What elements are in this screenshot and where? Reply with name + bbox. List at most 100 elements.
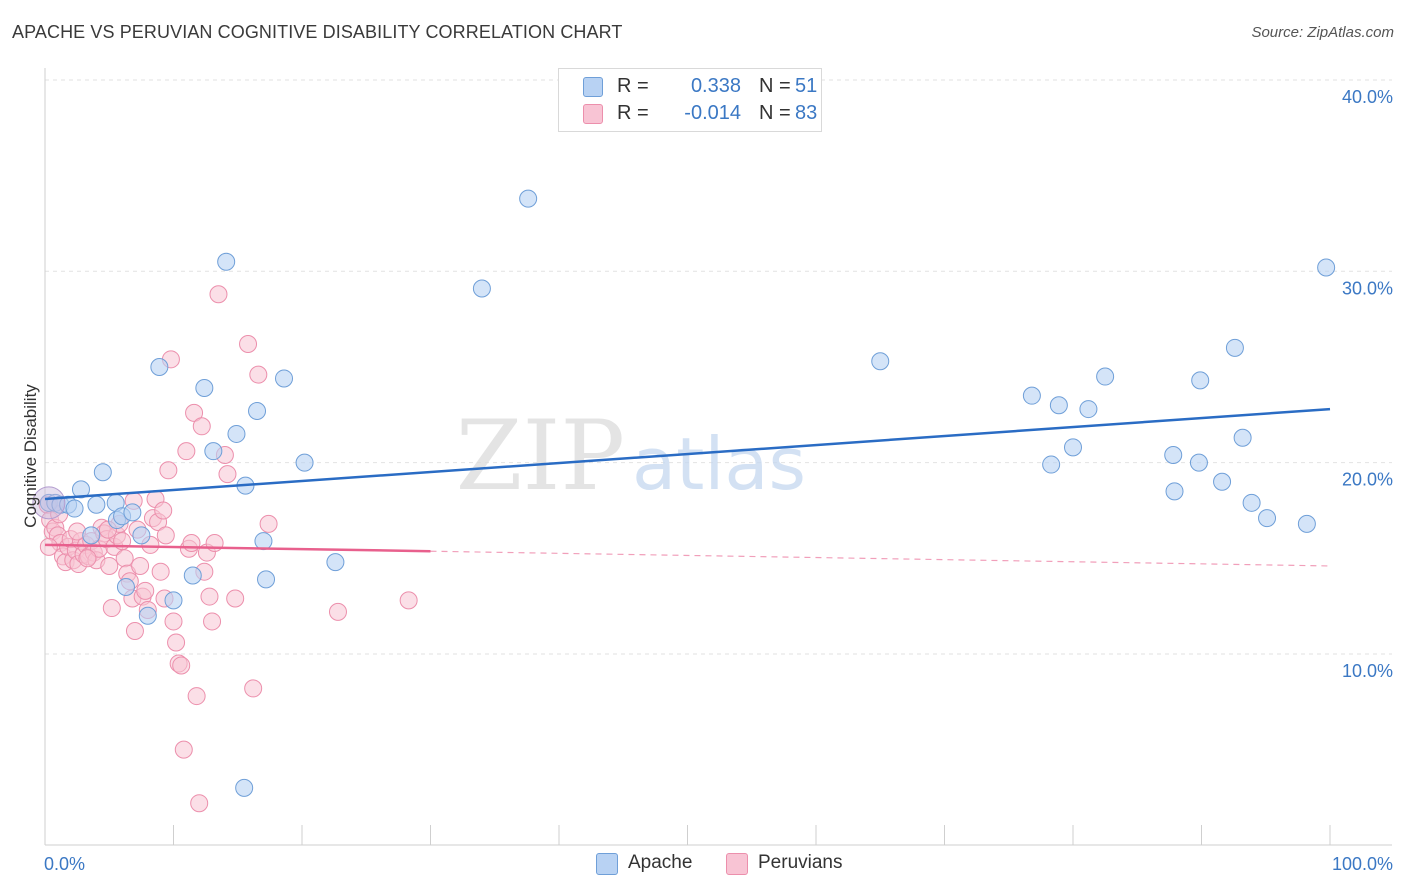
- apache-point: [1165, 482, 1184, 501]
- apache-legend-label: Apache: [628, 852, 693, 873]
- y-tick-label: 20.0%: [1342, 470, 1393, 490]
- apache-legend-swatch: [596, 853, 618, 875]
- apache-point: [132, 526, 151, 545]
- y-axis-label: Cognitive Disability: [21, 384, 40, 528]
- peruvians-point: [226, 589, 245, 608]
- apache-point: [123, 503, 142, 522]
- peruvians-point: [239, 335, 258, 354]
- apache-point: [1096, 367, 1115, 386]
- peruvians-legend-swatch: [726, 853, 748, 875]
- apache-point: [1064, 438, 1082, 457]
- peruvians-r-value: -0.014: [684, 102, 741, 124]
- apache-point: [1189, 453, 1208, 472]
- apache-point: [1164, 445, 1183, 464]
- peruvians-point: [131, 556, 150, 575]
- apache-point: [1233, 428, 1252, 447]
- apache-point: [1258, 509, 1277, 528]
- axes: [44, 68, 1392, 846]
- apache-r-value: 0.338: [690, 75, 741, 97]
- apache-point: [71, 480, 90, 499]
- peruvians-point: [249, 365, 268, 384]
- apache-point-cluster: [32, 486, 66, 520]
- peruvians-point: [125, 622, 144, 641]
- peruvians-point: [102, 599, 121, 618]
- peruvians-point: [328, 602, 347, 621]
- apache-point: [227, 424, 246, 443]
- apache-point: [472, 279, 491, 298]
- peruvians-point: [177, 442, 196, 461]
- peruvians-point: [209, 285, 228, 304]
- peruvians-point: [192, 417, 211, 436]
- apache-point: [248, 401, 267, 420]
- y-tick-label: 40.0%: [1342, 87, 1393, 107]
- peruvians-point: [187, 687, 206, 706]
- apache-point: [183, 566, 202, 585]
- zipatlas-watermark: ZIP atlas: [456, 400, 806, 512]
- apache-point: [164, 591, 183, 610]
- apache-point: [138, 606, 157, 625]
- apache-swatch: [583, 77, 603, 97]
- x-tick-label: 100.0%: [1332, 854, 1393, 874]
- peruvians-n-value: 83: [795, 102, 818, 124]
- apache-point: [1213, 472, 1232, 491]
- peruvians-point: [399, 591, 418, 610]
- apache-point: [82, 526, 101, 545]
- peruvians-point: [172, 656, 191, 675]
- peruvians-point: [164, 612, 183, 631]
- apache-trend-line: [44, 407, 1331, 501]
- apache-point: [1049, 396, 1068, 415]
- y-tick-label: 30.0%: [1342, 278, 1393, 298]
- apache-point: [195, 379, 214, 398]
- apache-point: [1022, 386, 1041, 405]
- apache-point: [65, 499, 84, 518]
- peruvians-point: [78, 549, 97, 568]
- apache-point: [217, 252, 236, 271]
- apache-point: [519, 189, 538, 208]
- apache-point: [87, 495, 106, 514]
- gridlines: [45, 79, 1392, 655]
- peruvians-point: [136, 581, 155, 600]
- apache-point: [1042, 455, 1061, 474]
- apache-r-label: R =: [617, 75, 649, 97]
- peruvians-point: [154, 501, 173, 520]
- watermark-zip: ZIP: [456, 400, 625, 512]
- y-tick-label: 10.0%: [1342, 661, 1393, 681]
- apache-point: [871, 352, 890, 371]
- apache-point: [326, 553, 345, 572]
- peruvians-r-label: R =: [617, 102, 649, 124]
- peruvians-point: [182, 533, 201, 552]
- peruvians-point: [259, 514, 278, 533]
- peruvians-point: [200, 587, 219, 606]
- peruvians-point: [151, 562, 170, 581]
- peruvians-trend-line: [44, 543, 431, 553]
- apache-point: [93, 463, 112, 482]
- apache-point: [1297, 514, 1316, 533]
- apache-point: [295, 453, 314, 472]
- apache-point: [257, 570, 276, 589]
- source-credit: Source: ZipAtlas.com: [1251, 24, 1394, 41]
- apache-point: [1225, 338, 1244, 357]
- peruvians-trend-extension: [430, 550, 1331, 567]
- x-tick-label: 0.0%: [44, 854, 85, 874]
- apache-point: [116, 578, 135, 597]
- peruvians-point: [115, 549, 134, 568]
- apache-point: [235, 778, 254, 797]
- apache-point: [254, 532, 273, 551]
- peruvians-n-label: N =: [759, 102, 791, 124]
- chart-title: APACHE VS PERUVIAN COGNITIVE DISABILITY …: [12, 22, 623, 42]
- apache-n-label: N =: [759, 75, 791, 97]
- apache-points: [32, 189, 1336, 797]
- peruvians-point: [190, 794, 209, 813]
- apache-point: [150, 357, 169, 376]
- apache-point: [1079, 400, 1098, 419]
- peruvians-point: [218, 465, 237, 484]
- tick-labels: 10.0% 20.0% 30.0% 40.0% 0.0% 100.0%: [44, 87, 1393, 874]
- apache-point: [1317, 258, 1336, 277]
- peruvians-point: [100, 556, 119, 575]
- peruvians-point: [203, 612, 222, 631]
- trend-lines: [44, 407, 1331, 567]
- peruvians-point: [174, 740, 193, 759]
- apache-point: [1242, 493, 1261, 512]
- correlation-legend: R = 0.338 N = 51 R = -0.014 N = 83: [558, 68, 822, 132]
